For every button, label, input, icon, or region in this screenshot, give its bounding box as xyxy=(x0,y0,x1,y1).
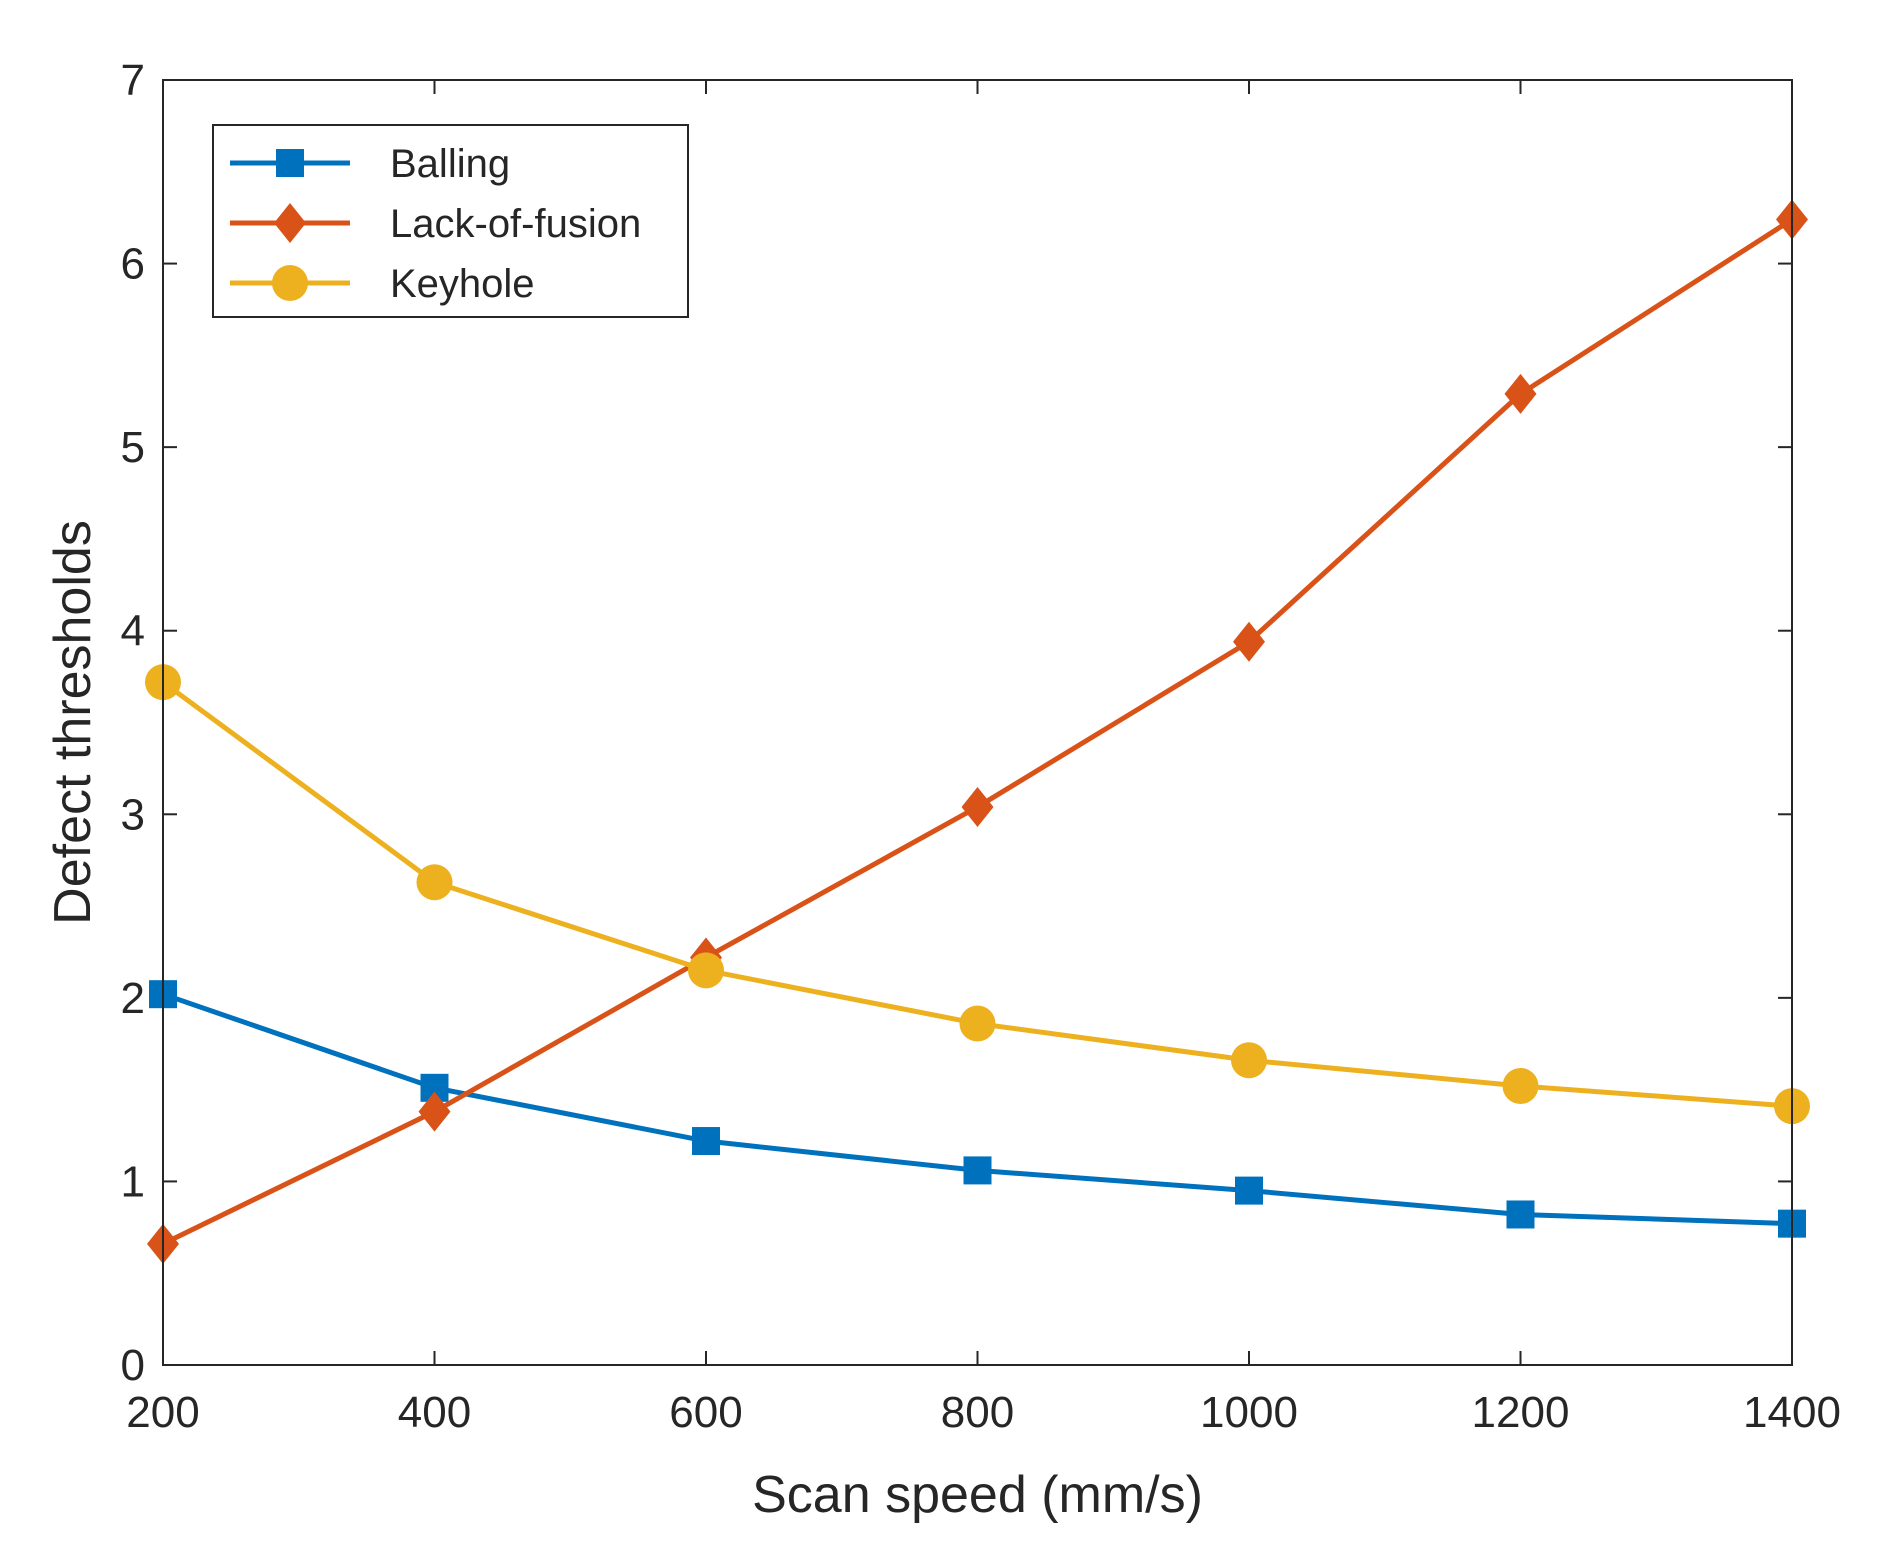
keyhole-point xyxy=(688,952,724,989)
legend-swatch-marker xyxy=(276,149,304,177)
legend-swatch-marker xyxy=(274,203,306,243)
legend: Balling Lack-of-fusion Keyhole xyxy=(212,124,689,318)
balling-point xyxy=(963,1156,992,1185)
x-tick-label: 200 xyxy=(126,1388,199,1437)
tick-labels: 200 400 600 800 1000 1200 1400 0 1 2 3 4 5 6 7 xyxy=(121,56,1841,1437)
balling-point xyxy=(1235,1176,1263,1205)
y-tick-label: 0 xyxy=(121,1341,145,1390)
y-tick-label: 6 xyxy=(121,240,145,289)
y-tick-label: 5 xyxy=(121,423,145,472)
lack-of-fusion-point xyxy=(418,1091,451,1132)
legend-label: Keyhole xyxy=(390,262,535,306)
x-tick-label: 800 xyxy=(941,1388,1014,1437)
keyhole-point xyxy=(416,864,453,901)
keyhole-point xyxy=(959,1005,996,1042)
x-axis-title: Scan speed (mm/s) xyxy=(752,1466,1203,1524)
balling-point xyxy=(1506,1200,1535,1229)
legend-swatch-marker xyxy=(272,265,308,301)
legend-item-lack-of-fusion: Lack-of-fusion xyxy=(230,202,641,246)
keyhole-point xyxy=(1231,1042,1267,1079)
x-tick-label: 600 xyxy=(669,1388,742,1437)
y-tick-label: 3 xyxy=(121,790,145,839)
balling-point xyxy=(692,1127,720,1156)
y-axis-title: Defect thresholds xyxy=(44,520,102,925)
y-tick-label: 1 xyxy=(121,1157,145,1206)
y-tick-label: 7 xyxy=(121,56,145,105)
series-keyhole xyxy=(145,664,1810,1125)
x-tick-label: 1000 xyxy=(1200,1388,1298,1437)
legend-label: Lack-of-fusion xyxy=(390,202,641,246)
x-tick-label: 1400 xyxy=(1743,1388,1841,1437)
lack-of-fusion-point xyxy=(961,786,994,827)
legend-item-balling: Balling xyxy=(230,142,510,186)
legend-label: Balling xyxy=(390,142,510,186)
legend-item-keyhole: Keyhole xyxy=(230,262,535,306)
x-tick-label: 400 xyxy=(398,1388,471,1437)
lack-of-fusion-point xyxy=(1504,373,1537,414)
x-tick-label: 1200 xyxy=(1472,1388,1570,1437)
y-tick-label: 4 xyxy=(121,607,145,656)
keyhole-point xyxy=(1502,1067,1539,1104)
y-tick-label: 2 xyxy=(121,974,145,1023)
series-layer xyxy=(145,199,1810,1264)
plot-area-frame xyxy=(162,79,1793,1366)
lack-of-fusion-point xyxy=(1233,621,1265,662)
